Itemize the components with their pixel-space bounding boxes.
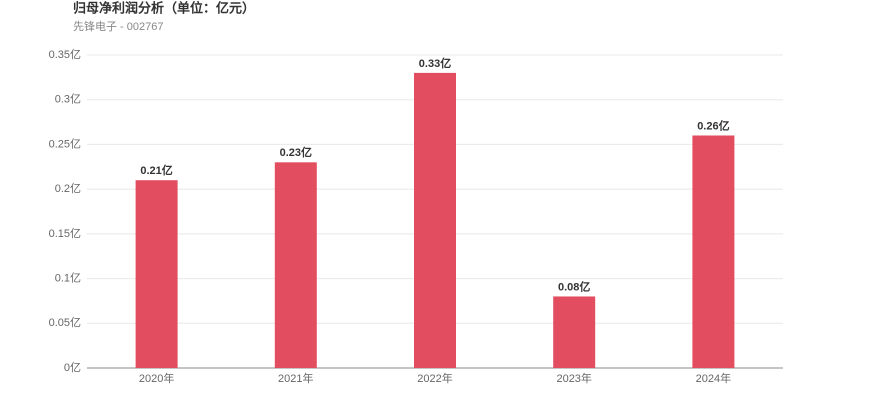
value-label: 0.26亿 bbox=[697, 118, 729, 132]
bar bbox=[553, 296, 596, 368]
x-tick-label: 2024年 bbox=[696, 371, 731, 385]
bar bbox=[274, 162, 317, 368]
x-tick-label: 2021年 bbox=[278, 371, 313, 385]
bar bbox=[692, 135, 735, 368]
y-tick-label: 0.35亿 bbox=[49, 48, 81, 61]
value-label: 0.23亿 bbox=[280, 145, 312, 159]
x-tick-label: 2023年 bbox=[556, 371, 591, 385]
value-label: 0.33亿 bbox=[419, 56, 451, 70]
chart-subtitle: 先锋电子 - 002767 bbox=[73, 20, 163, 33]
value-label: 0.21亿 bbox=[140, 163, 172, 177]
value-label: 0.08亿 bbox=[558, 279, 590, 293]
x-tick-label: 2020年 bbox=[139, 371, 174, 385]
y-tick-label: 0.25亿 bbox=[49, 137, 81, 150]
x-tick-label: 2022年 bbox=[417, 371, 452, 385]
y-tick-label: 0.15亿 bbox=[49, 227, 81, 240]
y-tick-label: 0.1亿 bbox=[55, 271, 81, 284]
chart-title: 归母净利润分析（单位：亿元） bbox=[73, 0, 255, 15]
y-tick-label: 0亿 bbox=[64, 361, 81, 374]
bar bbox=[414, 72, 456, 368]
y-tick-label: 0.2亿 bbox=[55, 182, 81, 195]
y-tick-label: 0.05亿 bbox=[49, 316, 81, 329]
bar bbox=[135, 180, 178, 368]
y-tick-label: 0.3亿 bbox=[55, 93, 81, 106]
